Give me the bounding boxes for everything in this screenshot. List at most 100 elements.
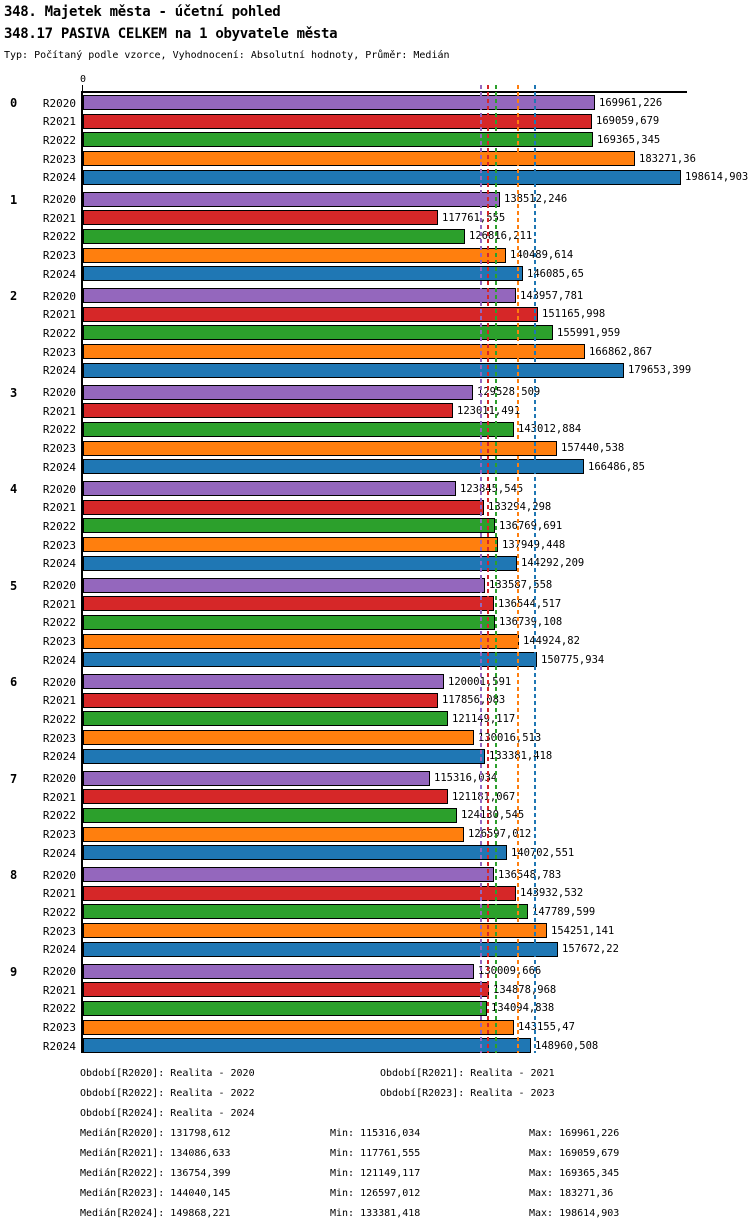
- year-label: R2021: [42, 694, 76, 708]
- year-label: R2021: [42, 404, 76, 418]
- bar-4-R2024: [83, 555, 517, 571]
- bar-0-R2023: [83, 151, 635, 167]
- bar-2-R2020: [83, 288, 516, 303]
- bar-value-label: 117761,555: [442, 211, 506, 224]
- bar-6-R2022: [83, 711, 448, 727]
- bar-value-label: 136769,691: [499, 519, 563, 532]
- bar-4-R2022: [83, 518, 495, 534]
- median-stat: Medián[R2024]: 149868,221: [80, 1208, 231, 1219]
- bar-3-R2024: [83, 459, 584, 475]
- year-label: R2024: [42, 653, 76, 667]
- max-stat: Max: 169365,345: [529, 1168, 620, 1179]
- year-label: R2022: [42, 133, 76, 147]
- year-label: R2022: [42, 519, 76, 533]
- year-label: R2021: [42, 887, 76, 901]
- min-stat: Min: 126597,012: [330, 1188, 421, 1199]
- year-label: R2023: [42, 345, 76, 359]
- bar-value-label: 133381,418: [489, 750, 553, 763]
- year-label: R2020: [42, 386, 76, 399]
- year-label: R2020: [42, 868, 76, 882]
- bar-7-R2021: [83, 789, 448, 805]
- bar-2-R2024: [83, 362, 624, 378]
- year-label: R2021: [42, 597, 76, 611]
- bar-6-R2020: [83, 674, 444, 689]
- median-stat: Medián[R2023]: 144040,145: [80, 1188, 231, 1199]
- bar-0-R2021: [83, 113, 592, 129]
- min-stat: Min: 115316,034: [330, 1128, 421, 1139]
- bar-value-label: 126816,211: [469, 230, 533, 243]
- bar-0-R2020: [83, 95, 595, 110]
- bar-1-R2022: [83, 228, 465, 244]
- year-label: R2021: [42, 790, 76, 804]
- year-label: R2024: [42, 364, 76, 378]
- bar-5-R2022: [83, 614, 495, 630]
- bar-value-label: 140702,551: [511, 846, 575, 859]
- bar-1-R2020: [83, 191, 500, 207]
- bar-value-label: 166486,85: [588, 460, 645, 473]
- report-meta-line: Typ: Počítaný podle vzorce, Vyhodnocení:…: [4, 50, 450, 61]
- year-label: R2024: [42, 171, 76, 185]
- year-label: R2022: [42, 423, 76, 437]
- bar-value-label: 134878,968: [493, 983, 557, 996]
- year-label: R2021: [42, 211, 76, 225]
- y-axis-line: [81, 91, 83, 1053]
- bar-value-label: 157440,538: [561, 442, 625, 455]
- bar-7-R2022: [83, 807, 457, 823]
- bar-value-label: 140489,614: [510, 249, 574, 262]
- page-subtitle: 348.17 PASIVA CELKEM na 1 obyvatele měst…: [4, 26, 338, 42]
- bar-5-R2021: [83, 596, 494, 612]
- min-stat: Min: 133381,418: [330, 1208, 421, 1219]
- bar-value-label: 121181,067: [452, 790, 516, 803]
- bar-value-label: 136739,108: [499, 616, 563, 629]
- period-label: Období[R2021]: Realita - 2021: [380, 1068, 555, 1079]
- median-line-R2020: [480, 85, 482, 1053]
- year-label: R2023: [42, 924, 76, 938]
- bar-value-label: 150775,934: [541, 653, 605, 666]
- bar-value-label: 130009,666: [478, 965, 542, 977]
- year-label: R2023: [42, 731, 76, 745]
- year-label: R2022: [42, 616, 76, 630]
- period-label: Období[R2022]: Realita - 2022: [80, 1088, 255, 1099]
- bar-7-R2020: [83, 770, 430, 786]
- year-label: R2024: [42, 460, 76, 474]
- bar-5-R2024: [83, 652, 537, 668]
- x-axis-line: [82, 91, 687, 93]
- median-line-R2022: [495, 85, 497, 1053]
- year-label: R2023: [42, 538, 76, 552]
- bar-value-label: 166862,867: [589, 345, 653, 358]
- bar-1-R2024: [83, 266, 523, 282]
- median-line-R2024: [534, 85, 536, 1053]
- group-label: 9: [10, 964, 18, 979]
- max-stat: Max: 183271,36: [529, 1188, 614, 1199]
- bar-value-label: 179653,399: [628, 364, 692, 377]
- page-title: 348. Majetek města - účetní pohled: [4, 4, 281, 20]
- year-label: R2020: [42, 579, 76, 592]
- bar-8-R2020: [83, 867, 494, 882]
- year-label: R2020: [42, 96, 76, 110]
- bar-4-R2021: [83, 499, 484, 515]
- bar-1-R2023: [83, 247, 506, 263]
- bar-value-label: 130016,513: [478, 731, 542, 744]
- min-stat: Min: 117761,555: [330, 1148, 421, 1159]
- bar-value-label: 133294,298: [488, 501, 552, 514]
- bar-2-R2022: [83, 325, 553, 341]
- year-label: R2023: [42, 152, 76, 166]
- bar-5-R2023: [83, 633, 519, 649]
- bar-value-label: 155991,959: [557, 326, 621, 339]
- year-label: R2023: [42, 635, 76, 649]
- bar-value-label: 148960,508: [535, 1039, 599, 1052]
- bar-value-label: 157672,22: [562, 943, 619, 956]
- bar-9-R2023: [83, 1019, 514, 1035]
- max-stat: Max: 198614,903: [529, 1208, 620, 1219]
- group-label: 0: [10, 96, 18, 110]
- year-label: R2021: [42, 115, 76, 129]
- median-stat: Medián[R2020]: 131798,612: [80, 1128, 231, 1139]
- bar-value-label: 198614,903: [685, 171, 749, 184]
- year-label: R2023: [42, 249, 76, 263]
- median-line-R2023: [517, 85, 519, 1053]
- year-label: R2022: [42, 905, 76, 919]
- bar-9-R2024: [83, 1038, 531, 1054]
- period-label: Období[R2020]: Realita - 2020: [80, 1068, 255, 1079]
- group-label: 2: [10, 289, 18, 303]
